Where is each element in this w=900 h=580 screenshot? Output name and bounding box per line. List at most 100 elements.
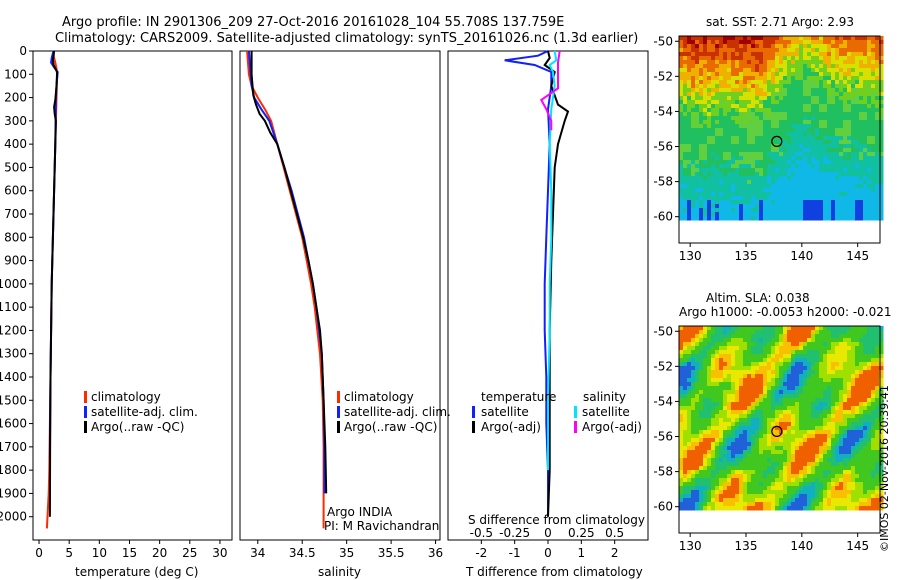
heatmap-cell bbox=[843, 124, 848, 129]
heatmap-cell bbox=[795, 156, 800, 161]
heatmap-cell bbox=[743, 422, 748, 427]
heatmap-cell bbox=[847, 494, 852, 499]
heatmap-cell bbox=[855, 76, 860, 81]
heatmap-cell bbox=[695, 346, 700, 351]
heatmap-cell bbox=[679, 200, 684, 205]
heatmap-cell bbox=[783, 462, 788, 467]
heatmap-cell bbox=[851, 92, 856, 97]
heatmap-cell bbox=[703, 426, 708, 431]
heatmap-cell bbox=[851, 482, 856, 487]
heatmap-cell bbox=[747, 378, 752, 383]
heatmap-cell bbox=[775, 56, 780, 61]
heatmap-cell bbox=[699, 450, 704, 455]
heatmap-cell bbox=[799, 402, 804, 407]
heatmap-cell bbox=[779, 334, 784, 339]
heatmap-cell bbox=[863, 76, 868, 81]
heatmap-cell bbox=[843, 48, 848, 53]
heatmap-cell bbox=[803, 64, 808, 69]
heatmap-cell bbox=[707, 474, 712, 479]
legend-label: satellite-adj. clim. bbox=[91, 405, 198, 419]
heatmap-cell bbox=[847, 398, 852, 403]
heatmap-cell bbox=[811, 36, 816, 41]
heatmap-cell bbox=[783, 426, 788, 431]
heatmap-cell bbox=[795, 350, 800, 355]
heatmap-cell bbox=[699, 68, 704, 73]
heatmap-cell bbox=[831, 172, 836, 177]
heatmap-cell bbox=[731, 188, 736, 193]
heatmap-cell bbox=[731, 354, 736, 359]
heatmap-cell bbox=[815, 156, 820, 161]
heatmap-cell bbox=[755, 176, 760, 181]
heatmap-cell bbox=[715, 200, 720, 205]
heatmap-cell bbox=[811, 180, 816, 185]
heatmap-cell bbox=[815, 148, 820, 153]
heatmap-cell bbox=[719, 494, 724, 499]
heatmap-cell bbox=[703, 128, 708, 133]
heatmap-cell bbox=[843, 116, 848, 121]
heatmap-cell bbox=[879, 438, 884, 443]
heatmap-cell bbox=[819, 208, 824, 213]
heatmap-cell bbox=[807, 358, 812, 363]
heatmap-cell bbox=[715, 414, 720, 419]
heatmap-cell bbox=[739, 72, 744, 77]
heatmap-cell bbox=[827, 48, 832, 53]
legend-label: satellite-adj. clim. bbox=[344, 405, 451, 419]
heatmap-cell bbox=[683, 474, 688, 479]
y-tick-label: 1100 bbox=[0, 300, 27, 314]
heatmap-cell bbox=[747, 184, 752, 189]
heatmap-cell bbox=[819, 450, 824, 455]
heatmap-cell bbox=[711, 390, 716, 395]
heatmap-cell bbox=[711, 76, 716, 81]
heatmap-cell bbox=[739, 96, 744, 101]
heatmap-cell bbox=[859, 160, 864, 165]
heatmap-cell bbox=[711, 80, 716, 85]
heatmap-cell bbox=[743, 494, 748, 499]
heatmap-cell bbox=[771, 486, 776, 491]
heatmap-cell bbox=[871, 164, 876, 169]
heatmap-cell bbox=[719, 414, 724, 419]
heatmap-cell bbox=[879, 406, 884, 411]
heatmap-cell bbox=[779, 80, 784, 85]
heatmap-cell bbox=[719, 60, 724, 65]
heatmap-cell bbox=[799, 144, 804, 149]
heatmap-cell bbox=[731, 434, 736, 439]
heatmap-cell bbox=[875, 422, 880, 427]
heatmap-cell bbox=[739, 80, 744, 85]
heatmap-cell bbox=[731, 48, 736, 53]
heatmap-cell bbox=[679, 76, 684, 81]
heatmap-cell bbox=[687, 96, 692, 101]
heatmap-cell bbox=[755, 470, 760, 475]
heatmap-cell bbox=[739, 466, 744, 471]
heatmap-cell bbox=[767, 88, 772, 93]
heatmap-cell bbox=[843, 140, 848, 145]
heatmap-cell bbox=[819, 502, 824, 507]
heatmap-cell bbox=[843, 338, 848, 343]
heatmap-cell bbox=[735, 422, 740, 427]
heatmap-cell bbox=[855, 334, 860, 339]
heatmap-cell bbox=[839, 160, 844, 165]
heatmap-cell bbox=[715, 358, 720, 363]
heatmap-cell bbox=[863, 108, 868, 113]
heatmap-cell bbox=[815, 104, 820, 109]
heatmap-cell bbox=[879, 474, 884, 479]
heatmap-cell bbox=[811, 136, 816, 141]
heatmap-cell bbox=[747, 502, 752, 507]
heatmap-cell bbox=[839, 338, 844, 343]
heatmap-cell bbox=[787, 402, 792, 407]
heatmap-cell bbox=[719, 176, 724, 181]
heatmap-cell bbox=[751, 84, 756, 89]
heatmap-cell bbox=[847, 470, 852, 475]
heatmap-cell bbox=[703, 418, 708, 423]
heatmap-cell bbox=[775, 208, 780, 213]
heatmap-cell bbox=[803, 354, 808, 359]
heatmap-cell bbox=[839, 430, 844, 435]
heatmap-cell bbox=[763, 474, 768, 479]
heatmap-cell bbox=[867, 116, 872, 121]
heatmap-cell bbox=[755, 108, 760, 113]
heatmap-cell bbox=[807, 160, 812, 165]
heatmap-cell bbox=[723, 446, 728, 451]
heatmap-cell bbox=[787, 88, 792, 93]
heatmap-cell bbox=[791, 184, 796, 189]
heatmap-cell bbox=[775, 422, 780, 427]
heatmap-cell bbox=[723, 104, 728, 109]
